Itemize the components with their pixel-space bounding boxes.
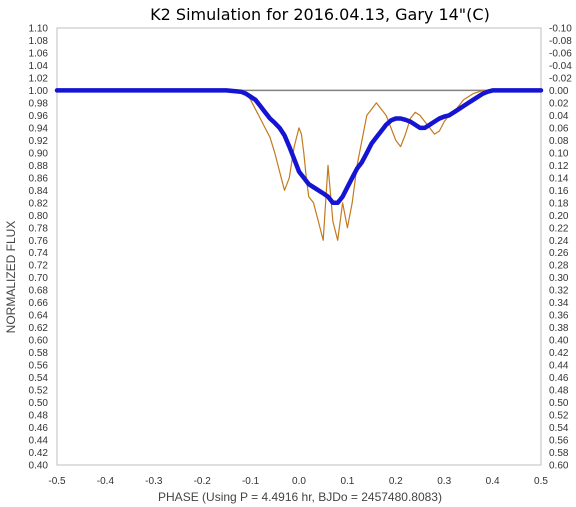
y2-tick-label: 0.22 [549, 223, 569, 234]
y-tick-label: 0.50 [29, 398, 49, 409]
model-flux-line [54, 88, 544, 206]
y-axis-label: NORMALIZED FLUX [4, 221, 18, 334]
y2-tick-label: 0.46 [549, 373, 569, 384]
y2-tick-labels: 0.60 0.580.56 0.540.52 0.500.48 0.460.44 0.42… [549, 24, 572, 472]
y2-tick-label: -0.04 [549, 61, 572, 72]
x-axis-label: PHASE (Using P = 4.4916 hr, BJDo = 24574… [158, 490, 442, 504]
y2-tick-label: -0.02 [549, 73, 572, 84]
y-tick-label: 0.46 [29, 423, 49, 434]
chart-title: K2 Simulation for 2016.04.13, Gary 14"(C… [150, 5, 490, 24]
y-tick-label: 0.82 [29, 198, 49, 209]
y-tick-label: 0.44 [29, 436, 49, 447]
y2-tick-label: 0.20 [549, 211, 569, 222]
x-tick-label: 0.3 [437, 476, 451, 487]
y2-tick-label: 0.26 [549, 248, 569, 259]
y-tick-label: 0.76 [29, 236, 49, 247]
y-tick-label: 1.04 [29, 61, 49, 72]
y-tick-label: 0.48 [29, 411, 49, 422]
x-tick-label: -0.2 [194, 476, 212, 487]
y2-tick-label: 0.54 [549, 423, 569, 434]
y2-tick-label: 0.18 [549, 198, 569, 209]
y2-tick-label: 0.30 [549, 273, 569, 284]
y2-tick-label: 0.24 [549, 236, 569, 247]
y2-tick-label: 0.02 [549, 98, 569, 109]
y2-tick-label: 0.06 [549, 123, 569, 134]
y-tick-label: 0.56 [29, 361, 49, 372]
y2-tick-label: 0.44 [549, 361, 569, 372]
y-tick-label: 0.58 [29, 348, 49, 359]
y2-tick-label: 0.16 [549, 186, 569, 197]
plot-area [54, 27, 544, 466]
y-tick-label: 0.42 [29, 448, 49, 459]
x-tick-label: 0.2 [389, 476, 403, 487]
plot-frame [56, 27, 542, 466]
y-tick-label: 1.00 [29, 86, 49, 97]
x-tick-labels: -0.5 -0.4 -0.3 -0.2 -0.1 0.0 0.1 0.2 0.3 0.4 0.5 [48, 476, 548, 487]
y-tick-label: 0.52 [29, 386, 49, 397]
y2-tick-label: 0.58 [549, 448, 569, 459]
y-tick-label: 0.64 [29, 311, 49, 322]
y2-tick-label: 0.10 [549, 148, 569, 159]
y-tick-label: 1.02 [29, 73, 49, 84]
y-tick-label: 0.62 [29, 323, 49, 334]
y2-tick-label: 0.12 [549, 161, 569, 172]
x-tick-label: -0.5 [48, 476, 66, 487]
y-tick-label: 0.96 [29, 111, 49, 122]
y2-tick-label: -0.06 [549, 48, 572, 59]
y-tick-label: 0.74 [29, 248, 49, 259]
y2-tick-label: 0.60 [549, 461, 569, 472]
y2-tick-label: 0.42 [549, 348, 569, 359]
y2-tick-label: 0.00 [549, 86, 569, 97]
y-tick-label: 1.10 [29, 24, 49, 35]
x-tick-label: -0.1 [242, 476, 260, 487]
y-tick-label: 0.40 [29, 461, 49, 472]
y-tick-label: 0.86 [29, 173, 49, 184]
x-tick-label: 0.4 [486, 476, 500, 487]
y-tick-label: 0.90 [29, 148, 49, 159]
y2-tick-label: 0.32 [549, 286, 569, 297]
y-tick-label: 0.54 [29, 373, 49, 384]
y-tick-label: 0.98 [29, 98, 49, 109]
y-tick-label: 0.70 [29, 273, 49, 284]
y2-tick-label: 0.14 [549, 173, 569, 184]
x-tick-label: -0.4 [97, 476, 115, 487]
y2-tick-label: 0.48 [549, 386, 569, 397]
y-tick-label: 0.88 [29, 161, 49, 172]
y2-tick-label: 0.56 [549, 436, 569, 447]
y2-tick-label: 0.50 [549, 398, 569, 409]
x-tick-label: 0.1 [340, 476, 354, 487]
y-tick-label: 0.80 [29, 211, 49, 222]
x-tick-label: 0.5 [534, 476, 548, 487]
y-tick-label: 0.60 [29, 336, 49, 347]
y-tick-label: 0.84 [29, 186, 49, 197]
y2-tick-label: 0.38 [549, 323, 569, 334]
y2-tick-label: -0.08 [549, 36, 572, 47]
y-tick-label: 0.94 [29, 123, 49, 134]
series-group [54, 88, 544, 241]
y-tick-label: 0.66 [29, 298, 49, 309]
y-tick-label: 0.72 [29, 261, 49, 272]
x-tick-label: -0.3 [145, 476, 163, 487]
y-tick-label: 1.06 [29, 48, 49, 59]
y-tick-label: 0.68 [29, 286, 49, 297]
y-tick-labels: 0.40 0.420.44 0.460.48 0.500.52 0.540.56 0.58… [29, 24, 49, 472]
y2-tick-label: 0.40 [549, 336, 569, 347]
y2-tick-label: 0.36 [549, 311, 569, 322]
y2-tick-label: 0.34 [549, 298, 569, 309]
y2-tick-label: -0.10 [549, 24, 572, 35]
y2-tick-label: 0.04 [549, 111, 569, 122]
y-tick-label: 0.92 [29, 136, 49, 147]
y-tick-label: 0.78 [29, 223, 49, 234]
y2-tick-label: 0.28 [549, 261, 569, 272]
y2-tick-label: 0.08 [549, 136, 569, 147]
x-tick-label: 0.0 [292, 476, 306, 487]
y-tick-label: 1.08 [29, 36, 49, 47]
y2-tick-label: 0.52 [549, 411, 569, 422]
